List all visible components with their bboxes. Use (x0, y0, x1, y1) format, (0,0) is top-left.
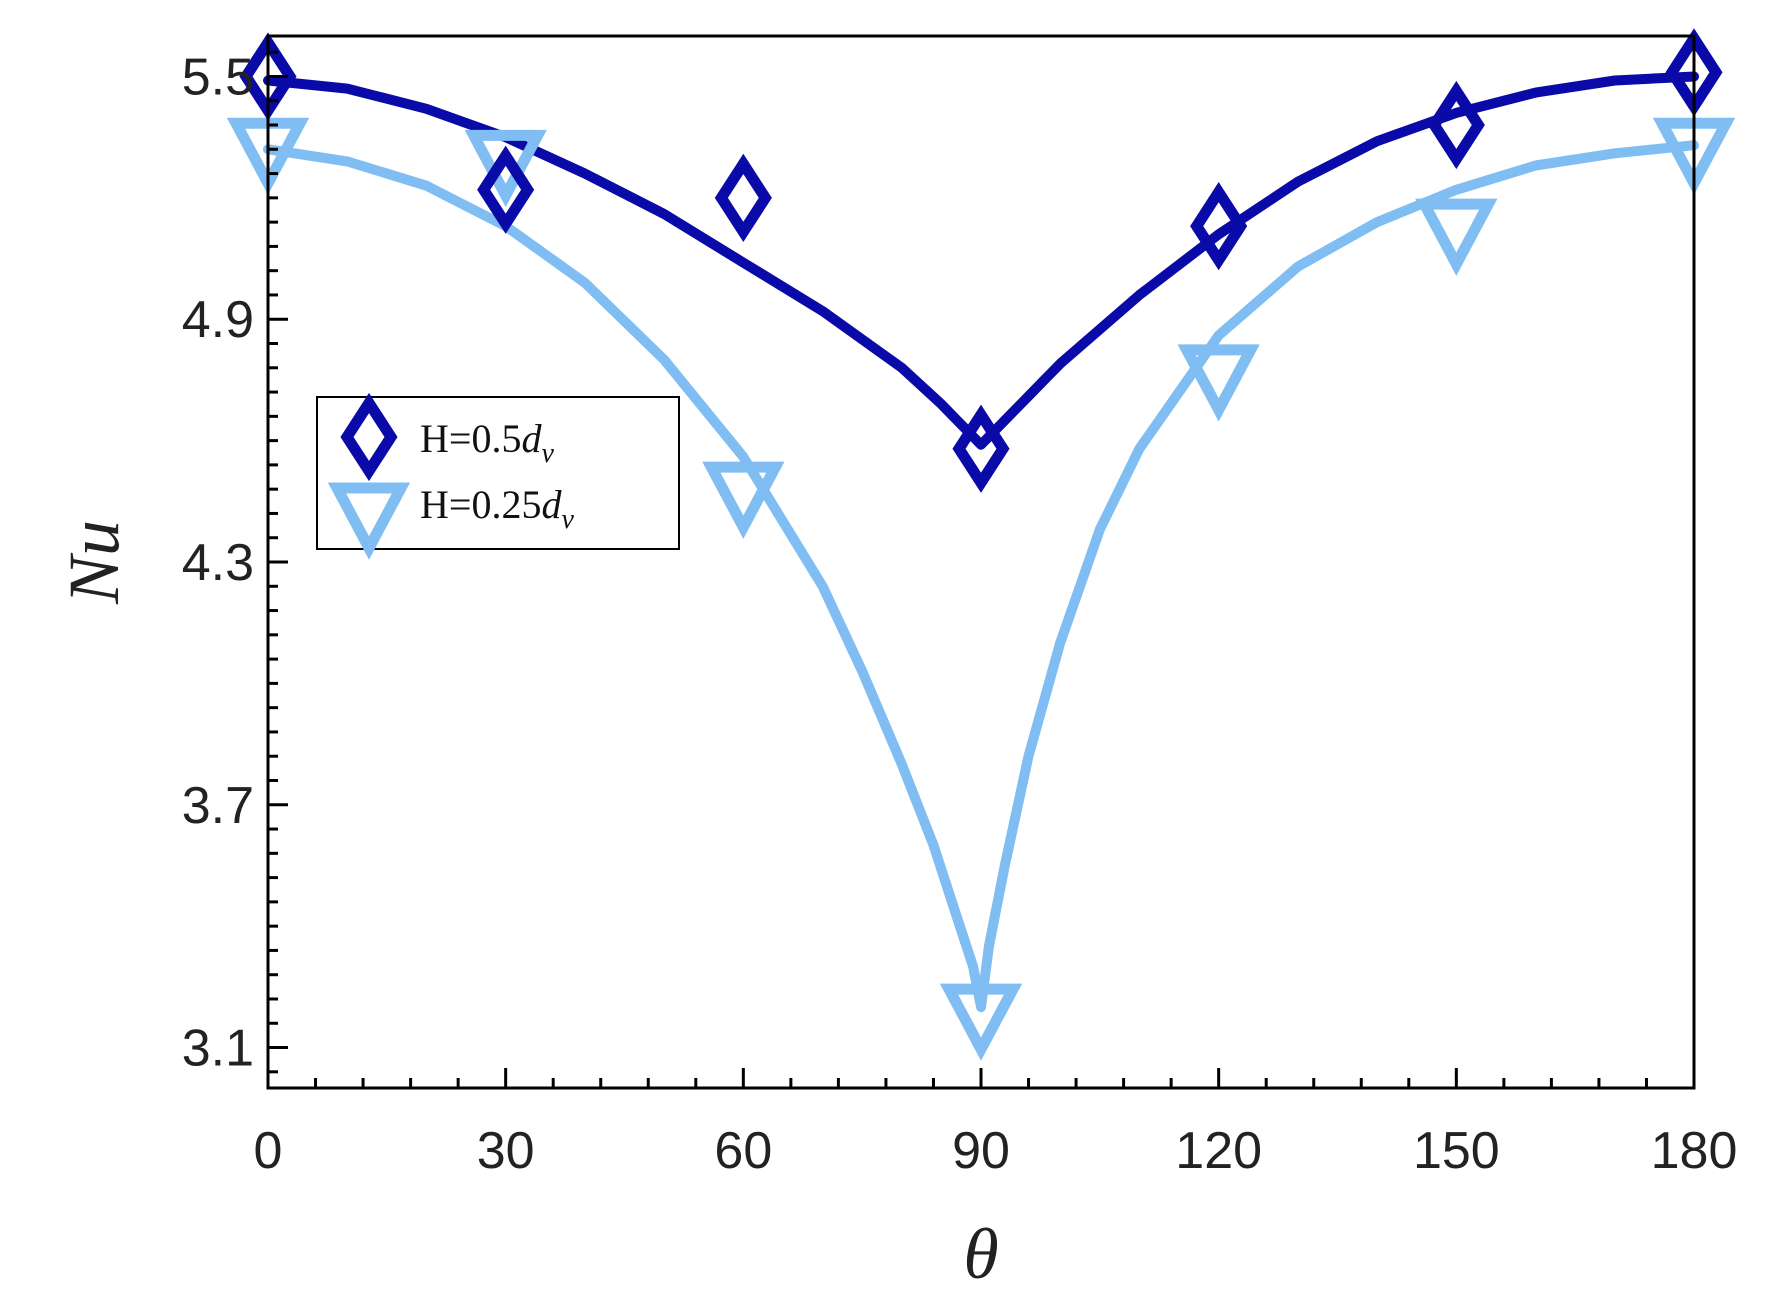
x-tick-label: 0 (254, 1122, 283, 1180)
series-2-point (464, 129, 547, 208)
ticks-layer (266, 50, 1696, 1088)
legend-label-series-1-var: d (521, 416, 542, 461)
legend-label-series-2: H=0.25dv (420, 482, 574, 535)
series-1-point (952, 404, 1010, 493)
series-1-point (1190, 182, 1248, 271)
x-axis-label: θ (963, 1214, 998, 1294)
labels-layer: 0 30 60 90 120 150 180 3.1 3.7 4.3 4.9 5.5 (182, 48, 1738, 1180)
y-tick-label: 5.5 (182, 48, 254, 106)
x-tick-label: 90 (952, 1122, 1010, 1180)
legend-marker-triangle (327, 482, 411, 560)
y-tick-label: 4.3 (182, 534, 254, 592)
x-tick-label: 30 (477, 1122, 535, 1180)
plot-layer (226, 28, 1736, 1061)
series-2-point (1177, 344, 1260, 422)
x-tick-label: 120 (1175, 1122, 1262, 1180)
x-tick-label: 180 (1651, 1122, 1738, 1180)
legend-triangle-marker (327, 482, 411, 560)
legend-label-series-2-main: H=0.25 (420, 482, 541, 527)
legend-label-series-2-var: d (541, 482, 562, 527)
legend-label-series-1-main: H=0.5 (420, 416, 521, 461)
legend: H=0.5dv H=0.25dv (316, 392, 680, 560)
y-tick-label: 3.7 (182, 777, 254, 835)
series-2-point (1415, 198, 1498, 276)
legend-label-series-1: H=0.5dv (420, 416, 554, 469)
series-2-line (263, 140, 1699, 1013)
series-1-point (477, 145, 535, 234)
legend-diamond-marker (340, 392, 398, 482)
y-tick-label: 4.9 (182, 291, 254, 349)
series-2-point (702, 461, 785, 539)
legend-marker-diamond (340, 392, 398, 482)
series-1-point (1427, 80, 1485, 170)
legend-label-series-2-sub: v (561, 504, 574, 535)
series-1-point (714, 153, 772, 242)
y-tick-label: 3.1 (182, 1020, 254, 1078)
x-tick-label: 150 (1413, 1122, 1500, 1180)
legend-label-series-1-sub: v (541, 438, 554, 469)
series-2-point (939, 983, 1023, 1061)
x-tick-label: 60 (714, 1122, 772, 1180)
y-axis-label: Nu (54, 520, 134, 605)
